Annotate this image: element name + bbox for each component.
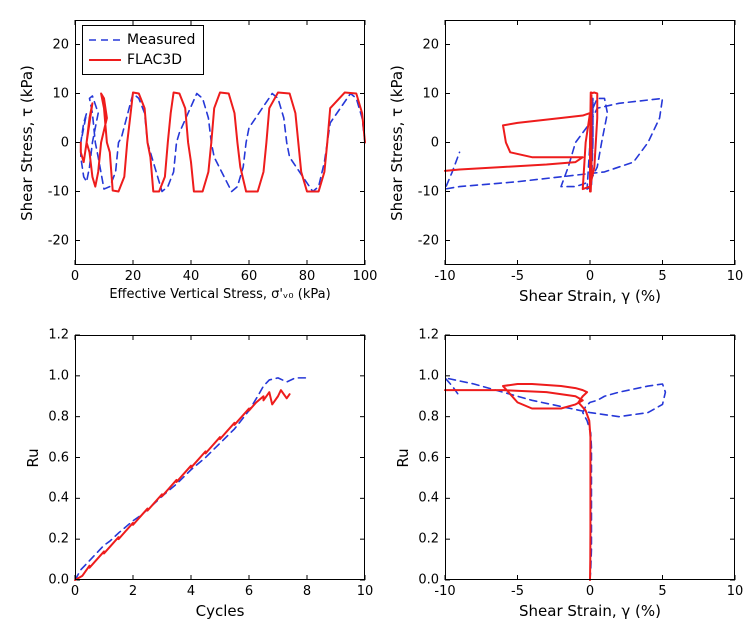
x-tick-label: 5 xyxy=(658,269,666,284)
y-tick-label: 0 xyxy=(431,135,439,150)
y-tick-label: -10 xyxy=(48,184,69,199)
y-tick-label: 20 xyxy=(422,37,439,52)
y-tick-label: 0.2 xyxy=(48,532,69,547)
y-tick-label: 0.4 xyxy=(418,491,439,506)
plot-area xyxy=(445,20,735,265)
legend-label: FLAC3D xyxy=(127,52,182,68)
x-tick-label: 60 xyxy=(241,269,258,284)
y-tick-label: -20 xyxy=(418,233,439,248)
y-axis-label: Shear Stress, τ (kPa) xyxy=(18,65,36,221)
x-tick-label: 0 xyxy=(586,269,594,284)
panel-ru-strain: -10-505100.00.20.40.60.81.01.2Shear Stra… xyxy=(445,335,735,580)
x-tick-label: 0 xyxy=(71,584,79,599)
y-tick-label: -20 xyxy=(48,233,69,248)
y-tick-label: 0.6 xyxy=(418,450,439,465)
y-tick-label: 1.2 xyxy=(48,328,69,343)
x-tick-label: -5 xyxy=(511,584,524,599)
x-tick-label: 5 xyxy=(658,584,666,599)
y-tick-label: 1.0 xyxy=(418,368,439,383)
figure-root: 020406080100-20-1001020Effective Vertica… xyxy=(0,0,755,618)
x-axis-label: Cycles xyxy=(196,602,245,620)
x-tick-label: 8 xyxy=(303,584,311,599)
y-tick-label: 0 xyxy=(61,135,69,150)
y-axis-label: Shear Stress, τ (kPa) xyxy=(388,65,406,221)
x-tick-label: 2 xyxy=(129,584,137,599)
x-tick-label: 6 xyxy=(245,584,253,599)
y-tick-label: 0.8 xyxy=(48,409,69,424)
x-tick-label: 20 xyxy=(125,269,142,284)
x-tick-label: -5 xyxy=(511,269,524,284)
panel-stress-strain: -10-50510-20-1001020Shear Strain, γ (%)S… xyxy=(445,20,735,265)
panel-ru-cycles: 02468100.00.20.40.60.81.01.2CyclesRu xyxy=(75,335,365,580)
y-tick-label: 10 xyxy=(422,86,439,101)
series-measured xyxy=(445,98,663,189)
series-flac3d xyxy=(75,390,290,580)
series-measured xyxy=(75,378,307,580)
legend-swatch-measured xyxy=(89,33,121,47)
y-tick-label: 0.0 xyxy=(48,573,69,588)
series-flac3d xyxy=(81,93,365,192)
legend-swatch-flac3d xyxy=(89,53,121,67)
legend: Measured FLAC3D xyxy=(82,25,204,75)
x-tick-label: 0 xyxy=(586,584,594,599)
x-tick-label: 100 xyxy=(353,269,378,284)
x-tick-label: 4 xyxy=(187,584,195,599)
y-axis-label: Ru xyxy=(394,448,412,467)
x-tick-label: 0 xyxy=(71,269,79,284)
series-flac3d xyxy=(445,384,590,580)
x-axis-label: Shear Strain, γ (%) xyxy=(519,287,661,305)
legend-row-flac3d: FLAC3D xyxy=(89,50,195,70)
plot-area xyxy=(445,335,735,580)
x-axis-label: Effective Vertical Stress, σ'ᵥ₀ (kPa) xyxy=(109,287,330,302)
y-tick-label: 0.2 xyxy=(418,532,439,547)
legend-row-measured: Measured xyxy=(89,30,195,50)
x-tick-label: 10 xyxy=(357,584,374,599)
y-tick-label: 0.4 xyxy=(48,491,69,506)
x-tick-label: 10 xyxy=(727,584,744,599)
y-tick-label: 10 xyxy=(52,86,69,101)
y-tick-label: 20 xyxy=(52,37,69,52)
x-axis-label: Shear Strain, γ (%) xyxy=(519,602,661,620)
y-tick-label: 0.0 xyxy=(418,573,439,588)
legend-label: Measured xyxy=(127,32,195,48)
plot-area xyxy=(75,335,365,580)
y-tick-label: -10 xyxy=(418,184,439,199)
y-axis-label: Ru xyxy=(24,448,42,467)
x-tick-label: -10 xyxy=(434,269,455,284)
x-tick-label: 10 xyxy=(727,269,744,284)
y-tick-label: 1.2 xyxy=(418,328,439,343)
x-tick-label: 40 xyxy=(183,269,200,284)
y-tick-label: 0.6 xyxy=(48,450,69,465)
series-flac3d xyxy=(445,93,597,192)
y-tick-label: 1.0 xyxy=(48,368,69,383)
x-tick-label: 80 xyxy=(299,269,316,284)
y-tick-label: 0.8 xyxy=(418,409,439,424)
